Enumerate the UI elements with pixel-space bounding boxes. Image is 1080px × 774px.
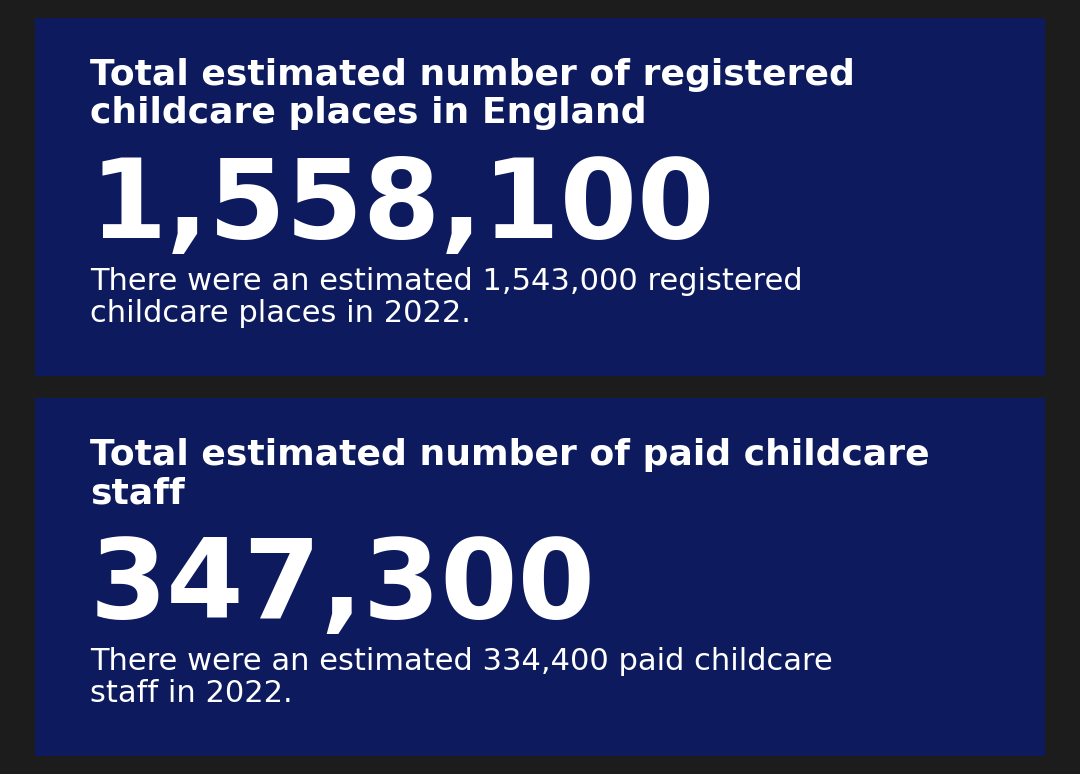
Text: There were an estimated 334,400 paid childcare: There were an estimated 334,400 paid chi… [90,647,833,676]
Text: childcare places in England: childcare places in England [90,96,647,130]
Text: staff: staff [90,476,185,510]
Text: There were an estimated 1,543,000 registered: There were an estimated 1,543,000 regist… [90,267,802,296]
Text: Total estimated number of paid childcare: Total estimated number of paid childcare [90,438,930,472]
Text: Total estimated number of registered: Total estimated number of registered [90,58,855,92]
Text: 347,300: 347,300 [90,534,596,641]
Text: staff in 2022.: staff in 2022. [90,679,293,708]
Text: childcare places in 2022.: childcare places in 2022. [90,299,471,328]
Bar [35,398,1045,756]
Bar [35,18,1045,376]
Text: 1,558,100: 1,558,100 [90,154,715,261]
